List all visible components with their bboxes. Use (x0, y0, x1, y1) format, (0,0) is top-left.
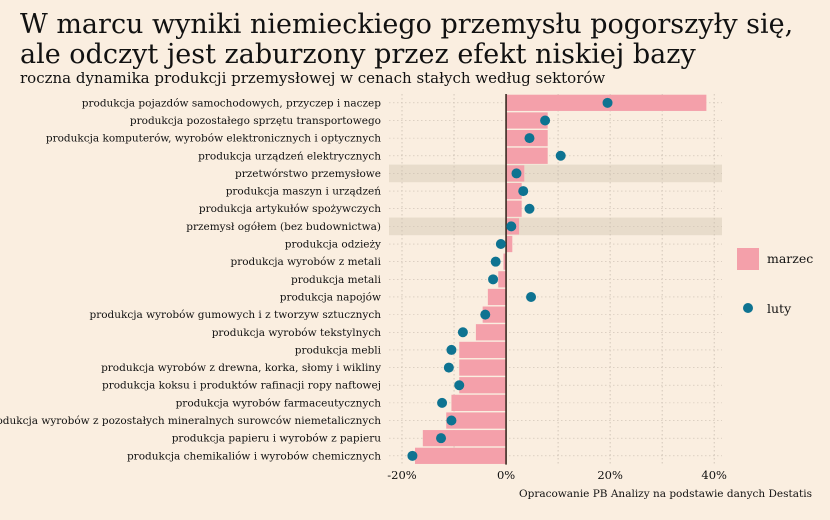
category-label: produkcja artykułów spożywczych (199, 203, 381, 215)
bar (506, 182, 522, 200)
bar (475, 324, 507, 341)
dot (490, 256, 501, 267)
category-label: produkcja komputerów, wyrobów elektronic… (46, 133, 381, 145)
dot (555, 150, 566, 161)
category-label: produkcja maszyn i urządzeń (226, 186, 382, 198)
category-label: przemysł ogółem (bez budownictwa) (186, 221, 381, 233)
category-label: produkcja wyrobów gumowych i z tworzyw s… (90, 309, 382, 321)
category-label: produkcja wyrobów z pozostałych mineraln… (0, 415, 381, 427)
bar (506, 147, 548, 164)
bar (482, 306, 507, 323)
x-tick-label: 40% (701, 468, 727, 482)
dot (437, 397, 448, 408)
bar (503, 253, 507, 270)
category-label: produkcja pojazdów samochodowych, przycz… (82, 97, 382, 109)
bar (459, 377, 507, 394)
dot (495, 239, 506, 250)
chart-title-line-2: ale odczyt jest zaburzony przez efekt ni… (20, 39, 696, 70)
category-label: produkcja chemikaliów i wyrobów chemiczn… (127, 450, 381, 462)
dot (506, 221, 517, 232)
bar (459, 359, 507, 376)
bar (459, 341, 507, 359)
category-label: przetwórstwo przemysłowe (235, 168, 381, 180)
bar (506, 235, 513, 253)
category-label: produkcja koksu i produktów rafinacji ro… (102, 380, 381, 392)
dot (524, 203, 535, 214)
category-label: produkcja wyrobów tekstylnych (212, 327, 382, 339)
x-tick-label: 0% (497, 468, 515, 482)
dot (540, 115, 551, 126)
dot (443, 362, 454, 373)
dot (526, 291, 537, 302)
dot (436, 433, 447, 444)
dot (518, 186, 529, 197)
dot (488, 274, 499, 285)
bar (451, 394, 507, 411)
bar (506, 200, 522, 217)
category-label: produkcja odzieży (285, 239, 381, 251)
highlight-band (389, 164, 722, 183)
chart-subtitle: roczna dynamika produkcji przemysłowej w… (20, 69, 606, 87)
bar (506, 112, 548, 129)
legend-label-marzec: marzec (767, 251, 813, 266)
chart-title: W marcu wyniki niemieckiego przemysłu po… (20, 10, 793, 70)
x-tick-label: 20% (597, 468, 623, 482)
bar (422, 430, 507, 447)
legend-swatch-marzec (737, 248, 759, 270)
dot (511, 168, 522, 179)
category-label: produkcja wyrobów farmaceutycznych (176, 397, 382, 409)
category-label: produkcja urządzeń elektrycznych (198, 150, 381, 162)
bar (415, 447, 507, 464)
category-label: produkcja mebli (295, 344, 382, 356)
bar (498, 271, 507, 288)
dot (457, 327, 468, 338)
dot (454, 380, 465, 391)
dot (446, 415, 457, 426)
bar (487, 288, 507, 306)
bar (446, 412, 507, 429)
legend-swatch-luty (743, 303, 753, 313)
highlight-band (389, 217, 722, 236)
dot (480, 309, 491, 320)
category-label: produkcja wyrobów z drewna, korka, słomy… (101, 362, 381, 374)
category-label: produkcja napojów (280, 291, 381, 303)
dot (407, 450, 418, 461)
dot (446, 344, 457, 355)
x-tick-label: -20% (387, 468, 417, 482)
category-label: produkcja pozostałego sprzętu transporto… (130, 115, 381, 127)
legend-label-luty: luty (767, 301, 792, 316)
category-label: produkcja wyrobów z metali (230, 256, 381, 268)
chart-title-line-1: W marcu wyniki niemieckiego przemysłu po… (20, 9, 794, 40)
dot (602, 97, 613, 108)
category-label: produkcja metali (291, 274, 382, 286)
category-label: produkcja papieru i wyrobów z papieru (172, 433, 382, 445)
source-caption: Opracowanie PB Analizy na podstawie dany… (519, 488, 812, 500)
dot (524, 133, 535, 144)
